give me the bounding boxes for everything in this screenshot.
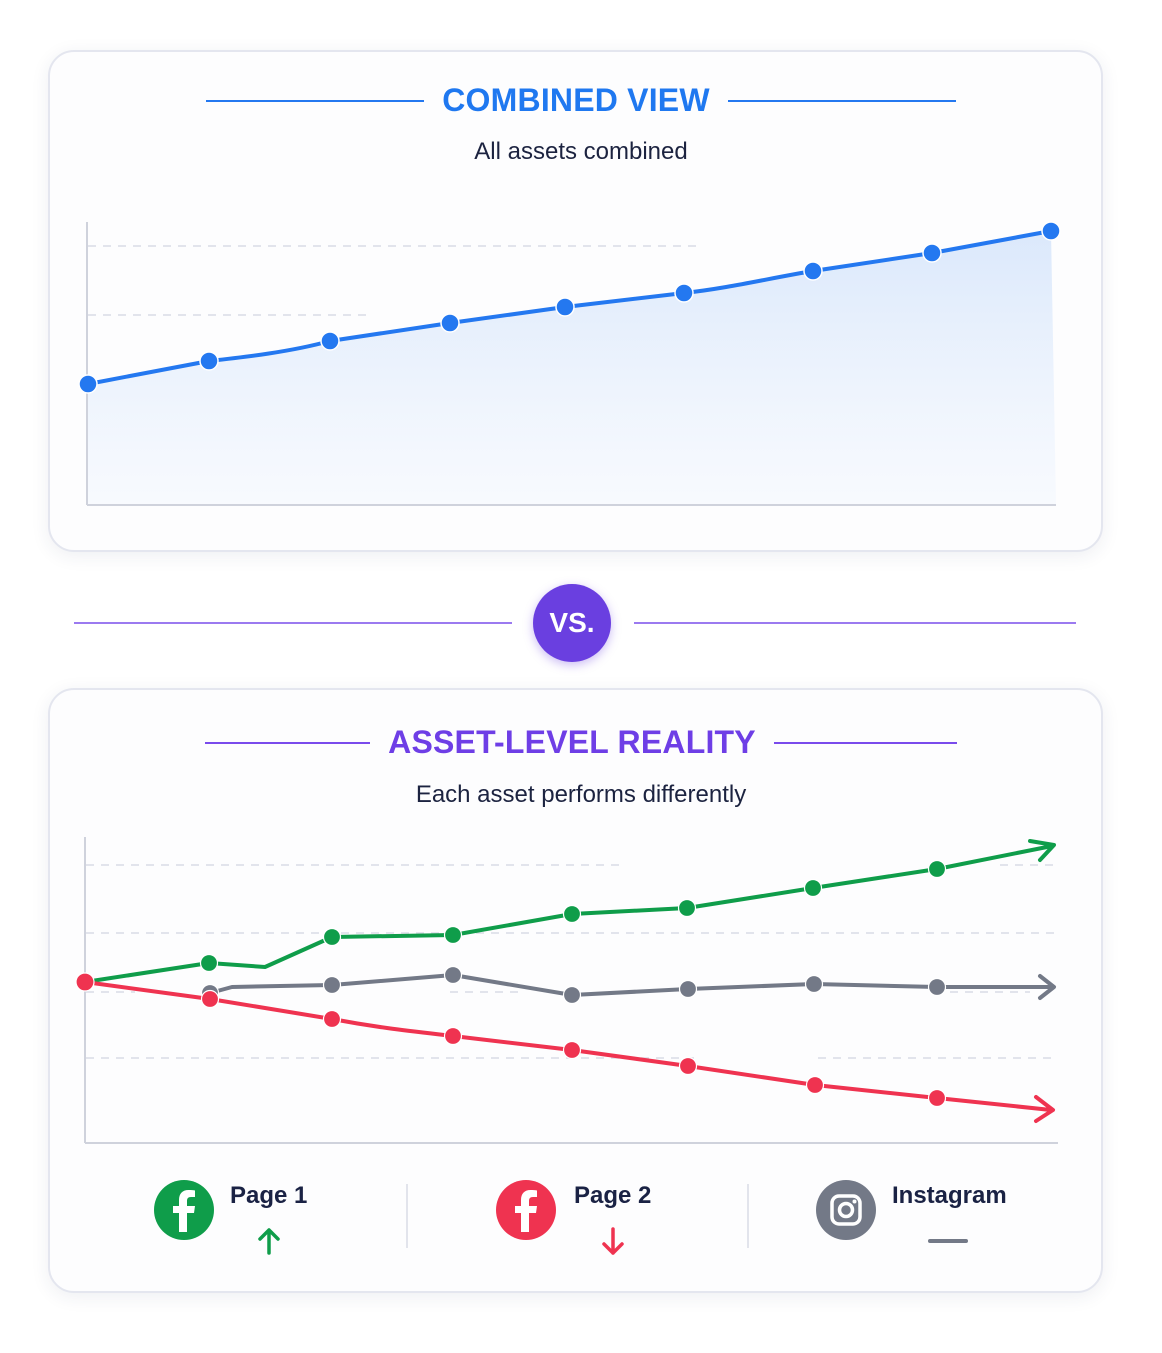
vs-rule-right	[634, 622, 1076, 624]
legend-label: Page 1	[230, 1182, 308, 1209]
asset-level-title: ASSET-LEVEL REALITY	[388, 724, 756, 760]
combined-view-subtitle: All assets combined	[474, 138, 688, 165]
asset-level-header: ASSET-LEVEL REALITY	[0, 724, 1162, 761]
header-rule-right	[773, 741, 957, 744]
header-rule-left	[206, 99, 425, 102]
asset-level-subtitle: Each asset performs differently	[415, 781, 747, 808]
vs-badge: VS.	[533, 584, 611, 662]
combined-points	[78, 221, 1061, 394]
vs-rule-left	[74, 622, 512, 624]
header-rule-left	[205, 741, 371, 744]
arrow-down-icon	[602, 1227, 624, 1255]
legend-item-page-1[interactable]: Page 1	[154, 1178, 354, 1255]
combined-view-title: COMBINED VIEW	[442, 82, 710, 118]
combined-area-chart	[78, 221, 1061, 506]
combined-view-header: COMBINED VIEW	[0, 82, 1162, 119]
legend-item-instagram[interactable]: Instagram	[816, 1178, 1036, 1248]
facebook-icon	[154, 1180, 214, 1240]
legend-divider	[747, 1184, 749, 1248]
legend-divider	[406, 1184, 408, 1248]
instagram-icon	[816, 1180, 876, 1240]
dash-icon	[928, 1239, 968, 1243]
legend-label: Instagram	[892, 1182, 1007, 1209]
facebook-icon	[496, 1180, 556, 1240]
vs-divider: VS.	[0, 584, 1162, 662]
legend-label: Page 2	[574, 1182, 652, 1209]
header-rule-right	[727, 99, 956, 102]
arrow-up-icon	[258, 1228, 280, 1255]
area-fill	[88, 231, 1056, 505]
legend-item-page-2[interactable]: Page 2	[496, 1178, 696, 1255]
